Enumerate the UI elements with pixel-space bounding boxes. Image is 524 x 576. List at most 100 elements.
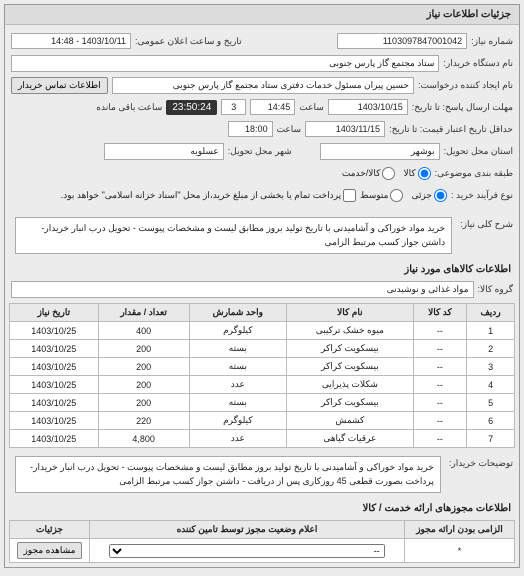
permits-table: الزامی بودن ارائه مجوزاعلام وضعیت مجوز ت… <box>9 520 515 563</box>
table-cell: میوه خشک ترکیبی <box>287 322 414 340</box>
delivery-state-label: استان محل تحویل: <box>444 146 513 157</box>
radio-low[interactable]: جزئی <box>411 189 447 202</box>
table-cell: 5 <box>467 394 515 412</box>
process-label: نوع فرآیند خرید : <box>451 190 513 201</box>
table-cell: 7 <box>467 430 515 448</box>
validity-label: حداقل تاریخ اعتبار قیمت: تا تاریخ: <box>389 124 513 135</box>
permits-col-header: الزامی بودن ارائه مجوز <box>405 521 515 539</box>
requester-label: نام ایجاد کننده درخواست: <box>418 80 513 91</box>
delivery-state: بوشهر <box>320 143 440 160</box>
treasury-check[interactable]: پرداخت تمام یا بخشی از مبلغ خرید،از محل … <box>61 189 356 202</box>
table-cell: -- <box>413 322 467 340</box>
need-no-value: 1103097847001042 <box>337 33 467 49</box>
permits-col-header: اعلام وضعیت مجوز توسط تامین کننده <box>90 521 405 539</box>
table-cell: بسته <box>189 394 286 412</box>
radio-kala[interactable]: کالا <box>403 167 430 180</box>
buyer-label: نام دستگاه خریدار: <box>443 58 513 69</box>
validity-date: 1403/11/15 <box>305 121 385 137</box>
table-cell: کیلوگرم <box>189 412 286 430</box>
table-cell: 1403/10/25 <box>10 340 99 358</box>
table-row: 6--کشمشکیلوگرم2201403/10/25 <box>10 412 515 430</box>
radio-service-label: کالا/خدمت <box>342 168 381 179</box>
table-cell: 200 <box>98 376 189 394</box>
permits-header-row: الزامی بودن ارائه مجوزاعلام وضعیت مجوز ت… <box>10 521 515 539</box>
table-cell: 2 <box>467 340 515 358</box>
time-label-2: ساعت <box>277 124 302 135</box>
contact-buyer-button[interactable]: اطلاعات تماس خریدار <box>11 77 108 94</box>
items-col-header: کد کالا <box>413 304 467 322</box>
delivery-city-label: شهر محل تحویل: <box>228 146 292 157</box>
table-cell: -- <box>413 340 467 358</box>
items-table: ردیفکد کالانام کالاواحد شمارشتعداد / مقد… <box>9 303 515 448</box>
radio-kala-input[interactable] <box>418 167 431 180</box>
table-cell: 1403/10/25 <box>10 358 99 376</box>
process-radios: جزئی متوسط <box>360 189 447 202</box>
buyer-value: ستاد مجتمع گاز پارس جنوبی <box>11 55 439 72</box>
table-cell: 1403/10/25 <box>10 430 99 448</box>
table-cell: 200 <box>98 340 189 358</box>
items-col-header: نام کالا <box>287 304 414 322</box>
announce-dt-value: 1403/10/11 - 14:48 <box>11 33 131 49</box>
remain-days: 3 <box>221 99 246 115</box>
table-cell: 4,800 <box>98 430 189 448</box>
radio-low-input[interactable] <box>434 189 447 202</box>
panel-title: جزئیات اطلاعات نیاز <box>5 5 519 25</box>
permits-col-header: جزئیات <box>10 521 90 539</box>
table-cell: -- <box>413 376 467 394</box>
table-cell: 1 <box>467 322 515 340</box>
table-cell: بیسکویت کراکر <box>287 394 414 412</box>
items-col-header: تعداد / مقدار <box>98 304 189 322</box>
buyer-notes-text: خرید مواد خوراکی و آشامیدنی با تاریخ تول… <box>15 456 441 493</box>
buyer-notes-label: توضیحات خریدار: <box>449 452 513 469</box>
items-col-header: تاریخ نیاز <box>10 304 99 322</box>
items-col-header: واحد شمارش <box>189 304 286 322</box>
table-row: 4--شکلات پذیراییعدد2001403/10/25 <box>10 376 515 394</box>
deadline-label: مهلت ارسال پاسخ: تا تاریخ: <box>412 102 513 113</box>
permit-details-cell: مشاهده مجوز <box>10 539 90 563</box>
table-cell: 1403/10/25 <box>10 412 99 430</box>
view-permit-button[interactable]: مشاهده مجوز <box>17 542 83 559</box>
table-cell: بسته <box>189 340 286 358</box>
table-cell: -- <box>413 358 467 376</box>
items-table-header-row: ردیفکد کالانام کالاواحد شمارشتعداد / مقد… <box>10 304 515 322</box>
table-cell: 220 <box>98 412 189 430</box>
countdown-timer: 23:50:24 <box>166 100 217 115</box>
deadline-date: 1403/10/15 <box>328 99 408 115</box>
table-cell: 400 <box>98 322 189 340</box>
table-cell: -- <box>413 430 467 448</box>
table-row: 3--بیسکویت کراکربسته2001403/10/25 <box>10 358 515 376</box>
category-label: طبقه بندی موضوعی: <box>435 168 513 179</box>
radio-kala-label: کالا <box>403 168 415 179</box>
table-cell: شکلات پذیرایی <box>287 376 414 394</box>
radio-service-input[interactable] <box>382 167 395 180</box>
table-cell: عرقیات گیاهی <box>287 430 414 448</box>
delivery-city: عسلویه <box>104 143 224 160</box>
table-row: 5--بیسکویت کراکربسته2001403/10/25 <box>10 394 515 412</box>
table-cell: عدد <box>189 376 286 394</box>
table-cell: 1403/10/25 <box>10 322 99 340</box>
table-cell: عدد <box>189 430 286 448</box>
table-cell: بسته <box>189 358 286 376</box>
treasury-checkbox[interactable] <box>343 189 356 202</box>
radio-service[interactable]: کالا/خدمت <box>342 167 396 180</box>
items-col-header: ردیف <box>467 304 515 322</box>
table-cell: -- <box>413 394 467 412</box>
item-group-value: مواد غذائی و نوشیدنی <box>11 281 474 298</box>
table-row: 1--میوه خشک ترکیبیکیلوگرم4001403/10/25 <box>10 322 515 340</box>
table-cell: 200 <box>98 358 189 376</box>
radio-mid[interactable]: متوسط <box>360 189 403 202</box>
table-cell: کشمش <box>287 412 414 430</box>
treasury-note: پرداخت تمام یا بخشی از مبلغ خرید،از محل … <box>61 190 341 201</box>
table-cell: 1403/10/25 <box>10 376 99 394</box>
items-section-title: اطلاعات کالاهای مورد نیاز <box>5 260 519 277</box>
table-cell: بیسکویت کراکر <box>287 358 414 376</box>
table-cell: بیسکویت کراکر <box>287 340 414 358</box>
table-row: 2--بیسکویت کراکربسته2001403/10/25 <box>10 340 515 358</box>
remain-text: ساعت باقی مانده <box>96 102 162 113</box>
table-cell: 200 <box>98 394 189 412</box>
details-panel: جزئیات اطلاعات نیاز شماره نیاز: 11030978… <box>4 4 520 568</box>
radio-mid-input[interactable] <box>390 189 403 202</box>
permit-row: * -- مشاهده مجوز <box>10 539 515 563</box>
permit-status-select[interactable]: -- <box>109 544 384 558</box>
table-cell: -- <box>413 412 467 430</box>
